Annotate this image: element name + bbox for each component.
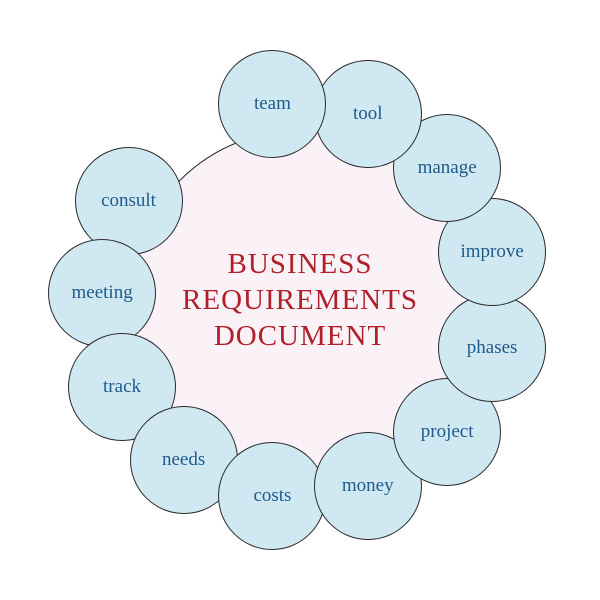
outer-node-1: tool — [314, 60, 422, 168]
outer-label-10: meeting — [72, 282, 133, 304]
outer-label-8: needs — [162, 449, 205, 471]
outer-label-6: money — [342, 475, 394, 497]
center-title-line-1: Business — [228, 246, 373, 282]
outer-node-10: meeting — [48, 239, 156, 347]
outer-node-4: phases — [438, 294, 546, 402]
outer-node-7: costs — [218, 442, 326, 550]
outer-node-11: consult — [75, 147, 183, 255]
center-title-line-3: Document — [214, 318, 386, 354]
circular-word-diagram: Business Requirements Document team tool… — [0, 0, 600, 600]
outer-node-0: team — [218, 50, 326, 158]
outer-label-11: consult — [101, 190, 156, 212]
outer-label-4: phases — [467, 337, 518, 359]
outer-label-3: improve — [460, 241, 523, 263]
outer-label-7: costs — [253, 485, 291, 507]
center-title-line-2: Requirements — [182, 282, 418, 318]
outer-label-5: project — [421, 421, 474, 443]
outer-label-2: manage — [418, 157, 477, 179]
outer-label-1: tool — [353, 103, 383, 125]
outer-label-9: track — [103, 376, 141, 398]
outer-label-0: team — [254, 93, 291, 115]
